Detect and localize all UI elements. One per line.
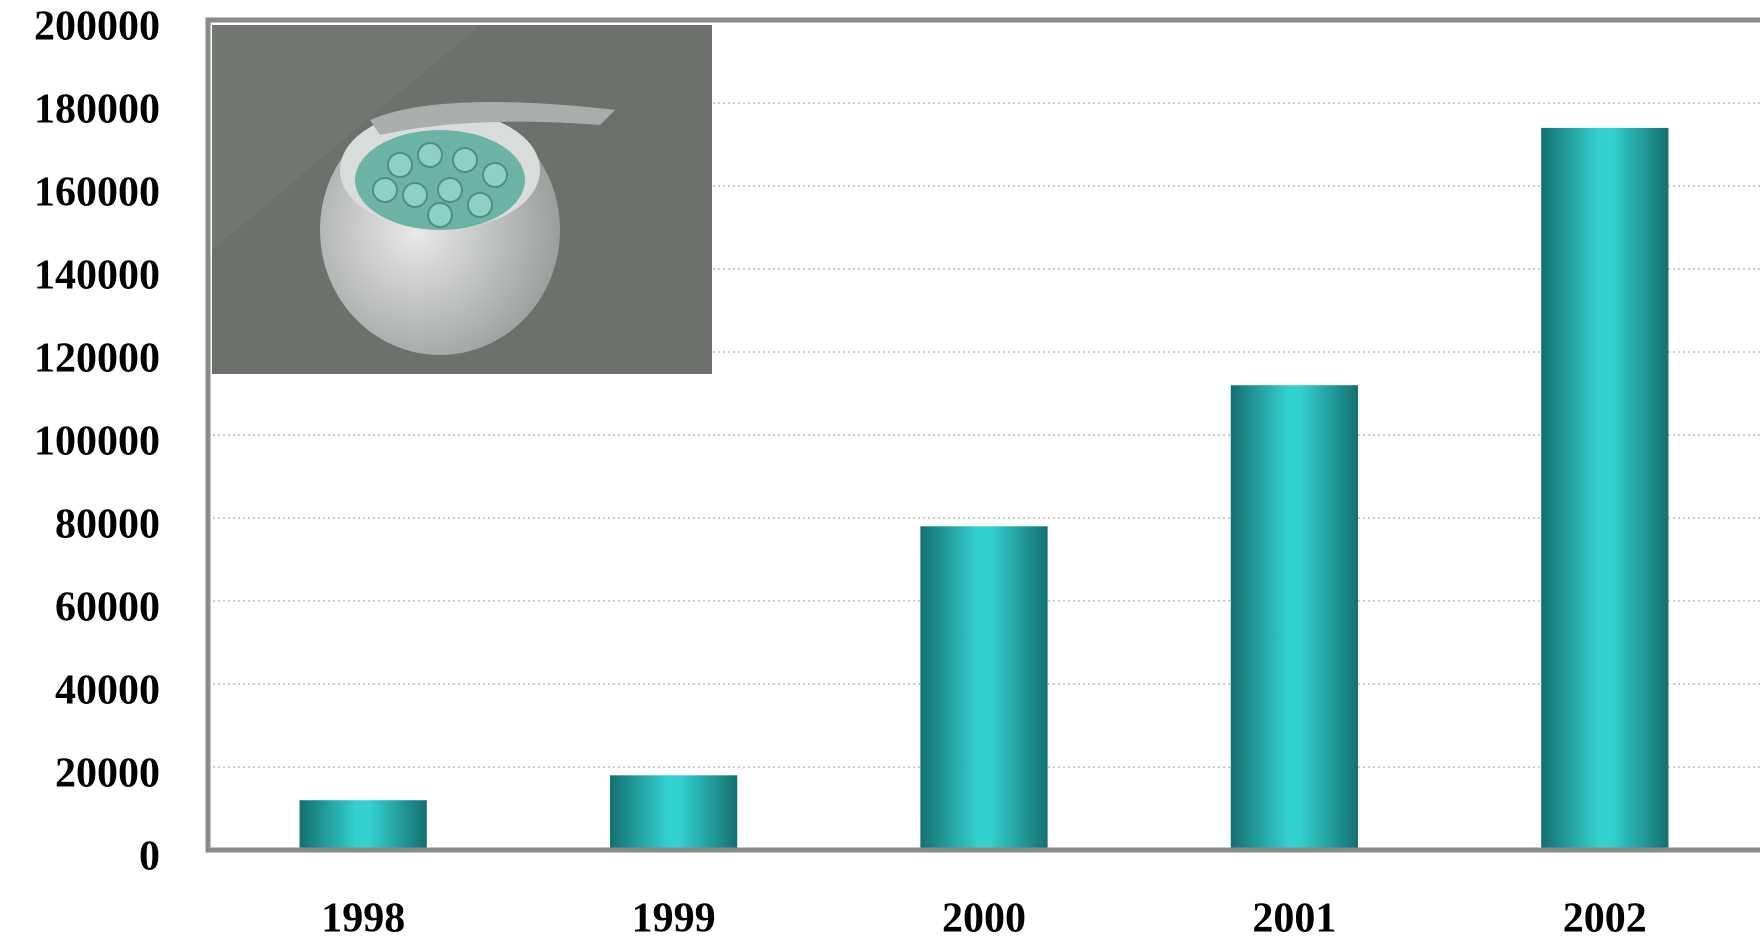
plot-border [205, 17, 1760, 853]
y-tick-label: 120000 [34, 336, 160, 382]
x-tick-label: 2000 [942, 896, 1026, 942]
y-tick-label: 80000 [55, 502, 160, 548]
inset-photo [212, 25, 712, 374]
y-tick-label: 180000 [34, 87, 160, 133]
y-tick-label: 100000 [34, 419, 160, 465]
bar [920, 526, 1048, 850]
x-tick-label: 1999 [632, 896, 716, 942]
bar [609, 775, 738, 850]
x-tick-label: 2001 [1252, 896, 1336, 942]
y-tick-label: 40000 [55, 668, 160, 714]
y-tick-label: 60000 [55, 585, 160, 631]
bar [299, 800, 427, 850]
y-tick-label: 20000 [55, 751, 160, 797]
x-tick-label: 2002 [1563, 896, 1647, 942]
y-tick-label: 160000 [34, 170, 160, 216]
y-tick-label: 0 [139, 834, 160, 880]
bar [1230, 385, 1359, 850]
x-tick-label: 1998 [321, 896, 405, 942]
y-tick-label: 200000 [34, 4, 160, 50]
y-tick-label: 140000 [34, 253, 160, 299]
bar [1541, 127, 1669, 850]
